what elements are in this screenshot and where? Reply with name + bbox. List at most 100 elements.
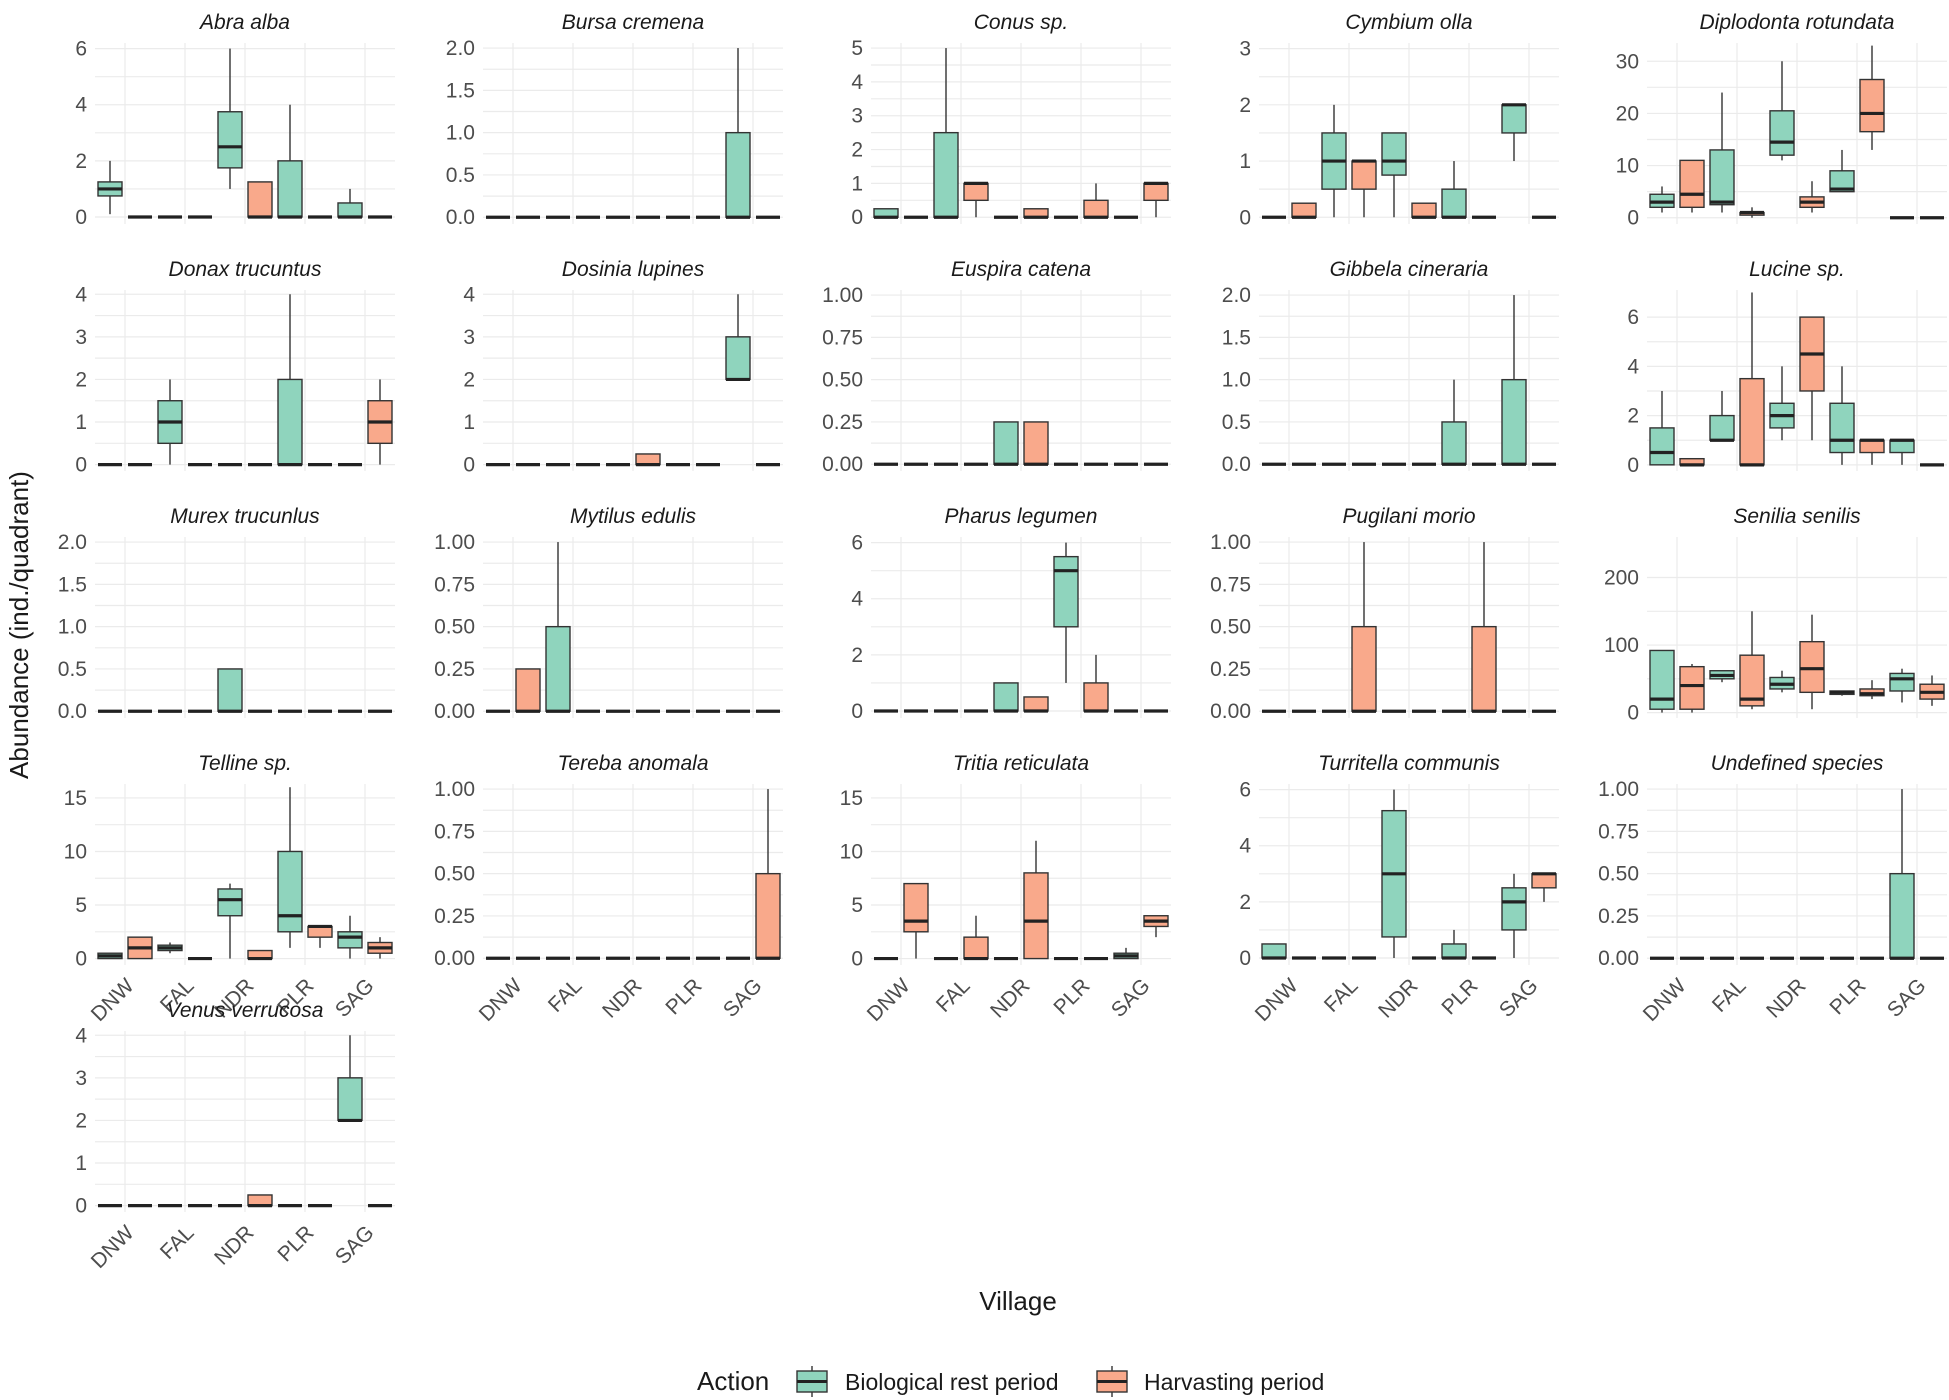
panel-title: Telline sp.	[198, 752, 292, 775]
y-tick-label: 4	[463, 283, 475, 306]
box-body	[755, 872, 781, 959]
panel-pharus-legumen: Pharus legumen 0 2 4 6	[851, 505, 1171, 723]
box-harvasting-ndr	[247, 949, 273, 961]
panel-senilia-senilis: Senilia senilis 0 100 200	[1604, 505, 1947, 725]
y-tick-label: 0	[1627, 454, 1639, 477]
box-body	[1441, 188, 1467, 218]
y-tick-label: 2	[463, 368, 475, 391]
facet-panels: Abra alba 0 2 4 6 Bursa cremena 0.0 0.5 1.0 1.5 2.…	[58, 11, 1947, 1273]
box-harvasting-sag	[1531, 872, 1557, 902]
box-harvasting-dnw	[1679, 663, 1705, 713]
y-tick-label: 5	[75, 894, 87, 917]
panel-title: Cymbium olla	[1345, 11, 1472, 34]
x-tick-label: DNW	[863, 974, 915, 1026]
box-biological-rest-sag	[1889, 789, 1915, 960]
panel-euspira-catena: Euspira catena 0.00 0.25 0.50 0.75 1.00	[822, 258, 1171, 476]
legend-title: Action	[697, 1366, 769, 1396]
y-tick-label: 0.50	[434, 863, 475, 886]
box-harvasting-fal	[1739, 292, 1765, 467]
y-axis-title: Abundance (ind./quadrant)	[4, 471, 34, 779]
box-body	[1381, 132, 1407, 176]
box-body	[217, 111, 243, 169]
box-biological-rest-ndr	[217, 883, 243, 959]
box-body	[1829, 402, 1855, 454]
box-body	[1859, 78, 1885, 133]
legend-label-harvasting: Harvasting period	[1144, 1369, 1324, 1395]
y-tick-label: 0.25	[434, 658, 475, 681]
x-tick-label: NDR	[1374, 974, 1422, 1022]
y-tick-label: 1.5	[446, 79, 475, 102]
box-biological-rest-ndr	[993, 421, 1019, 466]
box-biological-rest-sag	[1889, 438, 1915, 465]
panel-undefined-species: Undefined species 0.00 0.25 0.50 0.75 1.00 DNW…	[1598, 752, 1947, 1026]
x-tick-label: FAL	[932, 974, 975, 1017]
y-tick-label: 0.50	[822, 369, 863, 392]
box-harvasting-fal	[1351, 159, 1377, 218]
y-tick-label: 0.00	[1598, 947, 1639, 970]
box-biological-rest-plr	[1829, 690, 1855, 696]
box-harvasting-fal	[1739, 207, 1765, 218]
box-body	[337, 1077, 363, 1122]
legend-key-harvasting	[1096, 1366, 1128, 1397]
y-tick-label: 0.0	[446, 206, 475, 229]
legend-key-biological-rest	[796, 1366, 828, 1397]
y-tick-label: 0	[75, 948, 87, 971]
box-body	[1739, 377, 1765, 466]
box-harvasting-plr	[1083, 654, 1109, 713]
y-tick-label: 2.0	[58, 531, 87, 554]
x-tick-label: PLR	[273, 1221, 318, 1266]
box-body	[1531, 873, 1557, 889]
box-body	[1649, 427, 1675, 466]
y-tick-label: 1.00	[1598, 778, 1639, 801]
y-tick-label: 0.50	[1210, 616, 1251, 639]
y-tick-label: 15	[840, 787, 863, 810]
y-tick-label: 6	[75, 38, 87, 61]
panel-title: Bursa cremena	[562, 11, 704, 34]
box-biological-rest-fal	[545, 542, 571, 713]
x-tick-label: DNW	[1251, 974, 1303, 1026]
box-body	[1679, 665, 1705, 710]
box-harvasting-plr	[307, 924, 333, 948]
box-harvasting-fal	[1739, 611, 1765, 710]
box-harvasting-ndr	[247, 1194, 273, 1208]
y-tick-label: 0.00	[822, 453, 863, 476]
x-tick-label: PLR	[1437, 974, 1482, 1019]
box-biological-rest-sag	[1113, 947, 1139, 960]
y-tick-label: 0.00	[434, 947, 475, 970]
box-body	[277, 160, 303, 218]
box-body	[337, 202, 363, 218]
box-body	[1799, 640, 1825, 694]
y-tick-label: 2.0	[1222, 284, 1251, 307]
box-harvasting-dnw	[1679, 457, 1705, 467]
panel-venus-verrucosa: Venus verrucosa 0 1 2 3 4 DNW FAL NDR PLR SAG	[75, 999, 395, 1273]
box-biological-rest-ndr	[1769, 366, 1795, 441]
box-biological-rest-fal	[933, 48, 959, 219]
box-harvasting-ndr	[1023, 696, 1049, 713]
panel-title: Pharus legumen	[945, 505, 1098, 528]
y-tick-label: 0.25	[1210, 658, 1251, 681]
box-biological-rest-sag	[1501, 295, 1527, 466]
box-biological-rest-ndr	[1381, 132, 1407, 218]
panel-title: Senilia senilis	[1733, 505, 1861, 528]
x-tick-label: PLR	[1049, 974, 1094, 1019]
panel-title: Turritella communis	[1318, 752, 1500, 775]
box-body	[1889, 872, 1915, 959]
box-body	[1739, 654, 1765, 707]
panel-bursa-cremena: Bursa cremena 0.0 0.5 1.0 1.5 2.0	[446, 11, 783, 229]
box-harvasting-plr	[1859, 45, 1885, 150]
legend-label-biological-rest: Biological rest period	[845, 1369, 1059, 1395]
x-tick-label: SAG	[719, 974, 767, 1022]
box-body	[1501, 104, 1527, 134]
y-tick-label: 0.50	[434, 616, 475, 639]
y-tick-label: 6	[1239, 779, 1251, 802]
y-tick-label: 4	[75, 283, 87, 306]
box-body	[963, 182, 989, 202]
box-biological-rest-plr	[277, 787, 303, 948]
box-body	[1889, 672, 1915, 692]
y-tick-label: 4	[851, 71, 863, 94]
panel-title: Euspira catena	[951, 258, 1091, 281]
y-tick-label: 1.00	[434, 531, 475, 554]
box-body	[1411, 202, 1437, 218]
y-tick-label: 4	[1239, 835, 1251, 858]
